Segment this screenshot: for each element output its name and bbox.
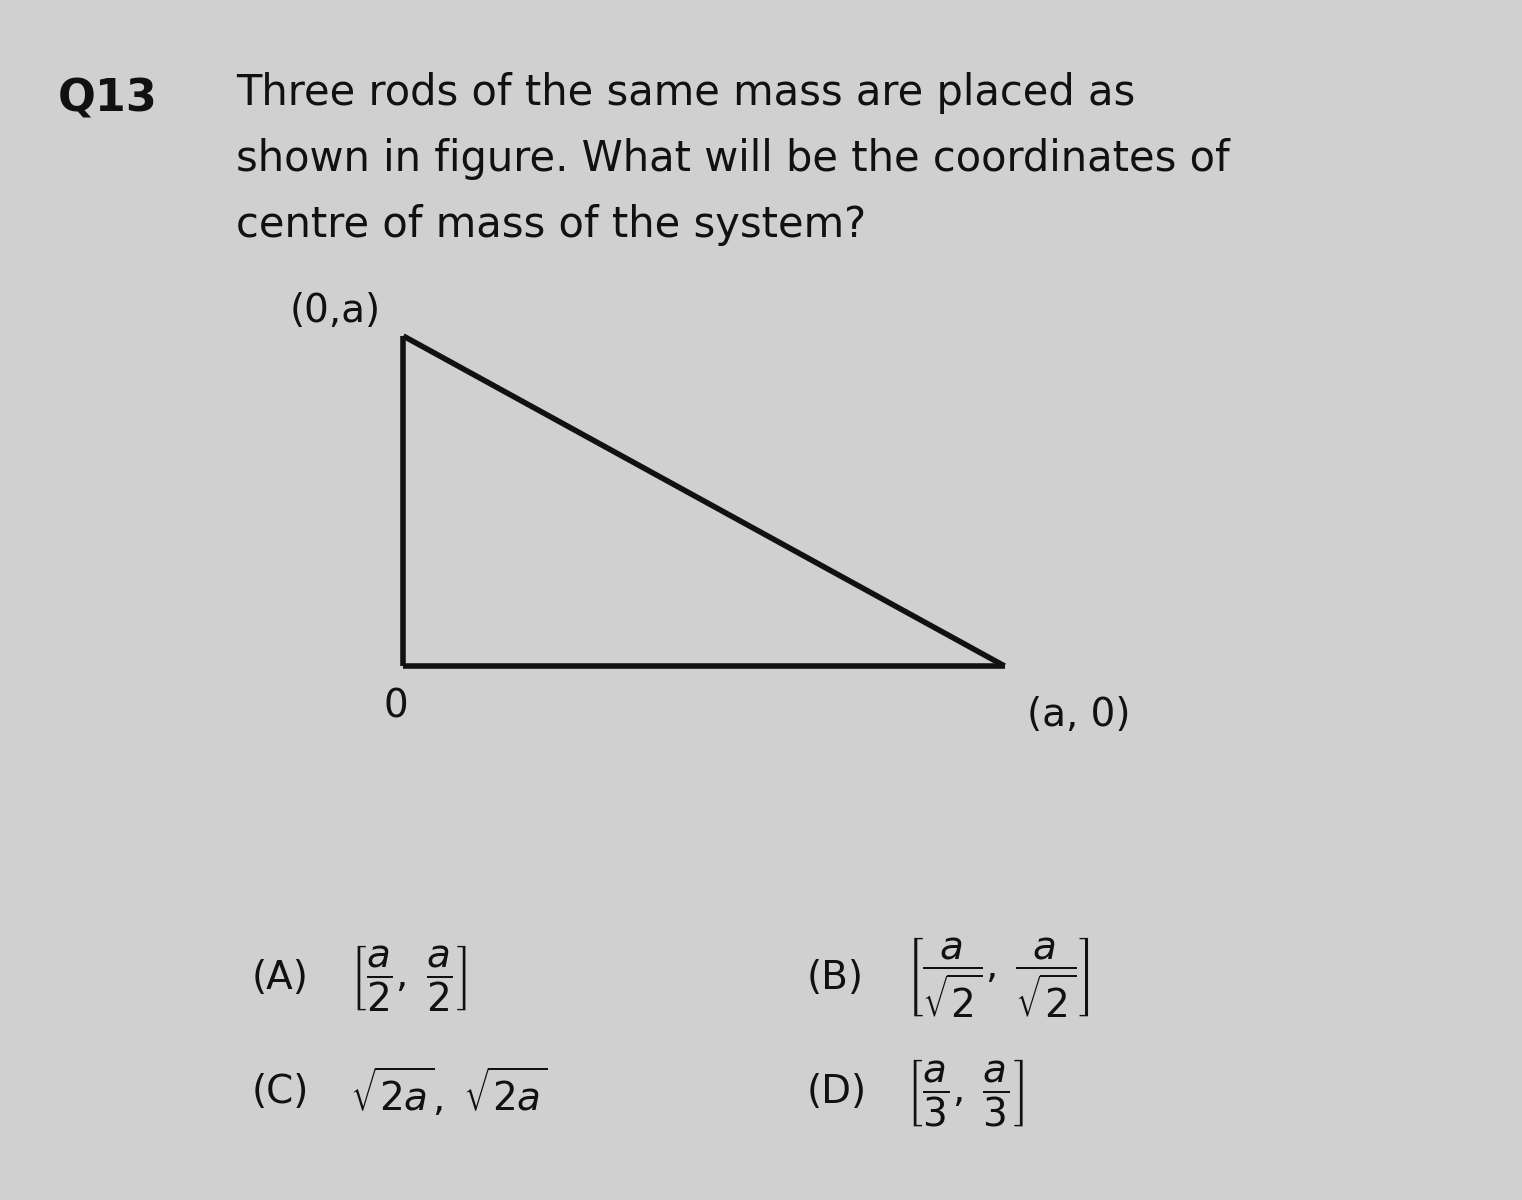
Text: shown in figure. What will be the coordinates of: shown in figure. What will be the coordi… bbox=[236, 138, 1230, 180]
Text: $\left[\dfrac{a}{\sqrt{2}},\;\dfrac{a}{\sqrt{2}}\right]$: $\left[\dfrac{a}{\sqrt{2}},\;\dfrac{a}{\… bbox=[906, 936, 1090, 1020]
Text: (C): (C) bbox=[251, 1073, 309, 1111]
Text: $\left[\dfrac{a}{2},\;\dfrac{a}{2}\right]$: $\left[\dfrac{a}{2},\;\dfrac{a}{2}\right… bbox=[350, 943, 467, 1013]
Text: (a, 0): (a, 0) bbox=[1027, 696, 1131, 734]
Text: centre of mass of the system?: centre of mass of the system? bbox=[236, 204, 866, 246]
Text: (0,a): (0,a) bbox=[289, 292, 380, 330]
Text: Three rods of the same mass are placed as: Three rods of the same mass are placed a… bbox=[236, 72, 1135, 114]
Text: $\left[\dfrac{a}{3},\;\dfrac{a}{3}\right]$: $\left[\dfrac{a}{3},\;\dfrac{a}{3}\right… bbox=[906, 1056, 1023, 1128]
Text: Q13: Q13 bbox=[58, 78, 158, 121]
Text: (A): (A) bbox=[251, 959, 307, 997]
Text: (D): (D) bbox=[807, 1073, 868, 1111]
Text: (B): (B) bbox=[807, 959, 863, 997]
Text: $\sqrt{2a},\;\sqrt{2a}$: $\sqrt{2a},\;\sqrt{2a}$ bbox=[350, 1066, 548, 1118]
Text: 0: 0 bbox=[384, 688, 408, 726]
